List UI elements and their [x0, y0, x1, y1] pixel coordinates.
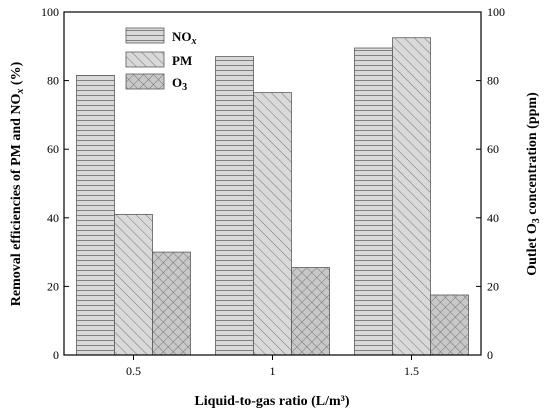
y-tick-label: 0: [53, 348, 59, 362]
y-tick-label: 60: [47, 142, 59, 156]
x-axis: 0.5 1 1.5: [126, 355, 419, 378]
bar-crosshatch-2: [430, 294, 469, 356]
y2-tick-label: 20: [487, 279, 499, 293]
left-axis: 0 20 40 60 80 100: [41, 5, 69, 362]
legend-label-o3: O3: [172, 75, 187, 93]
y-tick-label: 80: [47, 74, 59, 88]
bar-horizontal-lines-0: [76, 75, 115, 356]
y2-tick-label: 100: [487, 5, 505, 19]
x-tick-label: 1: [270, 364, 276, 378]
bar-crosshatch-1: [291, 267, 330, 356]
y-tick-label: 20: [47, 279, 59, 293]
y2-tick-label: 60: [487, 142, 499, 156]
legend-swatch-o3: [125, 73, 165, 90]
y2-tick-label: 0: [487, 348, 493, 362]
y2-tick-label: 80: [487, 74, 499, 88]
bar-crosshatch-0: [152, 251, 191, 356]
right-axis: 0 20 40 60 80 100: [476, 5, 505, 362]
bar-diagonal-lines-0: [114, 213, 153, 356]
y-axis-title: Removal efficiencies of PM and NOx (%): [9, 61, 26, 306]
bar-diagonal-lines-2: [392, 37, 431, 356]
bars-group: [76, 37, 469, 356]
legend-label-pm: PM: [172, 53, 192, 68]
legend-label-nox: NOx: [172, 29, 197, 47]
x-axis-title: Liquid-to-gas ratio (L/m³): [194, 394, 349, 409]
y2-axis-title: Outlet O3 concentration (ppm): [525, 92, 542, 276]
x-tick-label: 1.5: [404, 364, 419, 378]
y2-tick-label: 40: [487, 211, 499, 225]
x-tick-label: 0.5: [126, 364, 141, 378]
legend-swatch-nox: [125, 27, 165, 44]
bar-diagonal-lines-1: [253, 92, 292, 356]
legend: NOx PM O3: [125, 27, 197, 93]
legend-swatch-pm: [125, 51, 165, 68]
bar-horizontal-lines-2: [354, 47, 393, 356]
bar-horizontal-lines-1: [215, 56, 254, 356]
y-tick-label: 40: [47, 211, 59, 225]
y-tick-label: 100: [41, 5, 59, 19]
